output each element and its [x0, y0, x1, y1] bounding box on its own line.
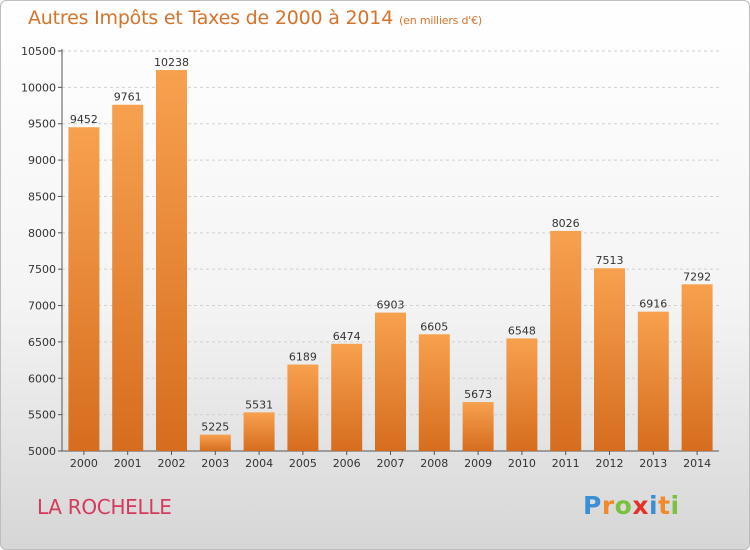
logo-letter: i [670, 491, 680, 520]
y-tick-label: 10500 [21, 45, 56, 58]
y-tick-label: 9000 [28, 154, 56, 167]
bar [243, 412, 275, 451]
x-tick-label: 2003 [201, 457, 229, 470]
y-tick-label: 10000 [21, 81, 56, 94]
x-tick-label: 2000 [70, 457, 98, 470]
data-label: 5225 [201, 421, 229, 434]
y-tick-label: 7000 [28, 300, 56, 313]
x-tick-label: 2007 [377, 457, 405, 470]
data-label: 6474 [333, 330, 361, 343]
y-tick-label: 5500 [28, 409, 56, 422]
city-name: LA ROCHELLE [37, 495, 172, 519]
bars [68, 70, 713, 452]
data-label: 6605 [420, 320, 448, 333]
bar [637, 311, 669, 451]
bar [287, 364, 319, 451]
labels: 9452 9761 10238 5225 5531 6189 6474 6903 6605 567… [70, 56, 711, 434]
y-tick-label: 8500 [28, 190, 56, 203]
data-label: 8026 [552, 217, 580, 230]
y-tick-label: 6500 [28, 336, 56, 349]
data-label: 7513 [596, 254, 624, 267]
x-tick-label: 2008 [420, 457, 448, 470]
bar [68, 127, 100, 451]
bar [199, 434, 231, 451]
bar [462, 402, 494, 451]
y-tick-label: 9500 [28, 118, 56, 131]
chart-subtitle: (en milliers d'€) [399, 14, 482, 27]
data-label: 6916 [639, 298, 667, 311]
x-tick-label: 2004 [245, 457, 273, 470]
data-label: 5531 [245, 398, 273, 411]
bar [506, 338, 538, 451]
logo-letter: o [614, 491, 633, 520]
chart-title-text: Autres Impôts et Taxes de 2000 à 2014 [28, 7, 394, 29]
y-tick-label: 6000 [28, 372, 56, 385]
x-tick-label: 2005 [289, 457, 317, 470]
x-tick-label: 2010 [508, 457, 536, 470]
data-label: 7292 [683, 270, 711, 283]
logo-letter: x [632, 491, 649, 520]
data-label: 6548 [508, 324, 536, 337]
bar [112, 104, 144, 451]
bar [550, 230, 582, 451]
bar [418, 334, 450, 451]
x-tick-label: 2002 [158, 457, 186, 470]
data-label: 9761 [114, 91, 142, 104]
x-tick-label: 2006 [333, 457, 361, 470]
logo-letter: t [658, 491, 671, 520]
data-label: 10238 [154, 56, 189, 69]
y-tick-label: 7500 [28, 263, 56, 276]
data-label: 5673 [464, 388, 492, 401]
y-tick-label: 8000 [28, 227, 56, 240]
logo-letter: i [649, 491, 659, 520]
x-tick-label: 2012 [596, 457, 624, 470]
x-tick-label: 2011 [552, 457, 580, 470]
logo-letter: P [583, 491, 602, 520]
data-label: 6189 [289, 351, 317, 364]
x-tick-label: 2001 [114, 457, 142, 470]
proxiti-logo: Proxiti [583, 491, 680, 520]
chart-title: Autres Impôts et Taxes de 2000 à 2014 (en… [28, 7, 482, 29]
bar [331, 343, 363, 451]
data-label: 6903 [377, 299, 405, 312]
bar [681, 284, 713, 451]
bar [156, 70, 187, 452]
x-tick-label: 2009 [464, 457, 492, 470]
bar [594, 268, 625, 451]
x-tick-label: 2014 [683, 457, 711, 470]
bar [375, 312, 406, 451]
data-label: 9452 [70, 113, 98, 126]
logo-letter: r [601, 491, 615, 520]
y-tick-label: 5000 [28, 445, 56, 458]
x-tick-label: 2013 [639, 457, 667, 470]
